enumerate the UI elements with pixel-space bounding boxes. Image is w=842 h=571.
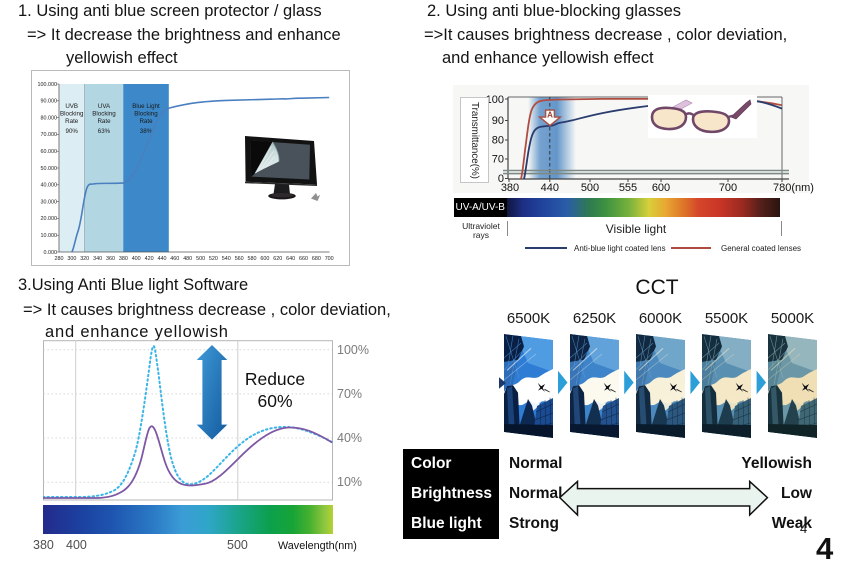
svg-text:UVB: UVB — [65, 103, 78, 110]
svg-text:63%: 63% — [98, 128, 111, 135]
svg-text:70: 70 — [492, 154, 504, 166]
svg-text:40.000: 40.000 — [41, 183, 58, 189]
svg-text:Blocking: Blocking — [92, 111, 116, 118]
svg-text:660: 660 — [299, 256, 308, 262]
svg-text:520: 520 — [209, 256, 218, 262]
svg-text:580: 580 — [248, 256, 257, 262]
svg-text:620: 620 — [273, 256, 282, 262]
svg-text:70.000: 70.000 — [41, 132, 58, 138]
svg-text:500: 500 — [581, 182, 599, 194]
svg-text:360: 360 — [106, 256, 115, 262]
svg-text:420: 420 — [145, 256, 154, 262]
svg-text:280: 280 — [55, 256, 64, 262]
svg-text:38%: 38% — [140, 128, 153, 135]
svg-text:Rate: Rate — [139, 118, 153, 125]
svg-text:555: 555 — [619, 182, 637, 194]
svg-text:Blocking: Blocking — [60, 111, 84, 118]
svg-text:UVA: UVA — [98, 103, 111, 110]
svg-text:30.000: 30.000 — [41, 199, 58, 205]
svg-text:10.000: 10.000 — [41, 233, 58, 239]
svg-text:440: 440 — [541, 182, 559, 194]
svg-text:320: 320 — [80, 256, 89, 262]
svg-text:90%: 90% — [66, 128, 79, 135]
svg-text:500: 500 — [196, 256, 205, 262]
svg-text:600: 600 — [652, 182, 670, 194]
svg-text:460: 460 — [170, 256, 179, 262]
svg-text:100: 100 — [486, 94, 504, 106]
svg-text:700: 700 — [719, 182, 737, 194]
svg-text:780(nm): 780(nm) — [773, 182, 814, 194]
svg-text:Rate: Rate — [65, 118, 79, 125]
svg-text:340: 340 — [93, 256, 102, 262]
svg-text:640: 640 — [286, 256, 295, 262]
svg-text:50.000: 50.000 — [41, 166, 58, 172]
svg-text:600: 600 — [260, 256, 269, 262]
svg-text:440: 440 — [158, 256, 167, 262]
svg-text:70%: 70% — [337, 387, 362, 401]
svg-text:Blue Light: Blue Light — [132, 103, 160, 110]
svg-text:20.000: 20.000 — [41, 216, 58, 222]
svg-text:380: 380 — [501, 182, 519, 194]
svg-text:0: 0 — [498, 173, 504, 185]
svg-text:100.000: 100.000 — [38, 82, 58, 88]
svg-text:80: 80 — [492, 135, 504, 147]
svg-text:380: 380 — [119, 256, 128, 262]
svg-text:0.000: 0.000 — [44, 250, 58, 256]
svg-text:10%: 10% — [337, 475, 362, 489]
svg-text:400: 400 — [132, 256, 141, 262]
svg-text:Blocking: Blocking — [134, 111, 158, 118]
svg-text:100%: 100% — [337, 343, 369, 357]
svg-text:Rate: Rate — [97, 118, 111, 125]
svg-text:300: 300 — [67, 256, 76, 262]
svg-text:680: 680 — [312, 256, 321, 262]
svg-text:90.000: 90.000 — [41, 99, 58, 105]
svg-text:540: 540 — [222, 256, 231, 262]
svg-text:560: 560 — [235, 256, 244, 262]
svg-text:480: 480 — [183, 256, 192, 262]
svg-text:A: A — [547, 110, 553, 119]
svg-text:700: 700 — [325, 256, 334, 262]
svg-text:40%: 40% — [337, 431, 362, 445]
svg-text:90: 90 — [492, 115, 504, 127]
svg-text:60.000: 60.000 — [41, 149, 58, 155]
svg-text:80.000: 80.000 — [41, 115, 58, 121]
